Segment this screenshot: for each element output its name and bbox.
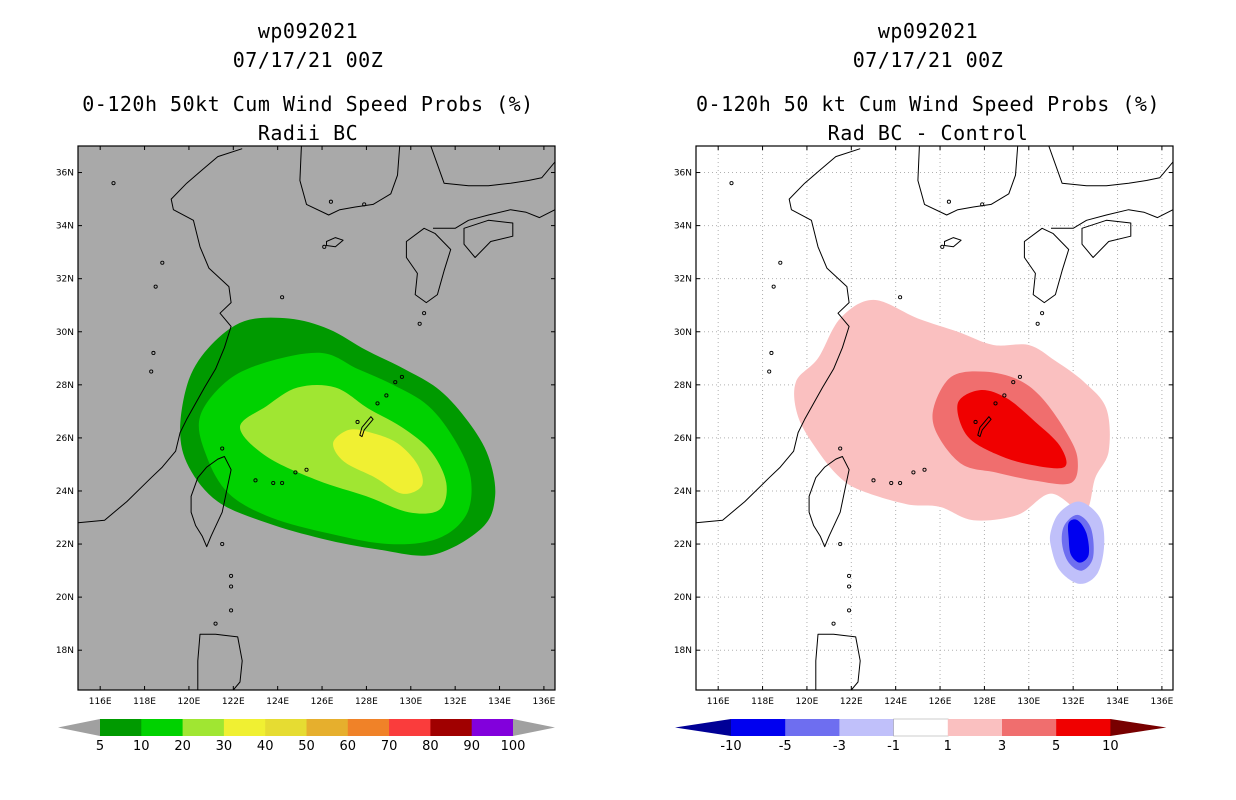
colorbar-label: 80 — [422, 739, 439, 754]
left-product-title: 0-120h 50kt Cum Wind Speed Probs (%) — [82, 92, 534, 116]
x-tick-label: 122E — [222, 697, 245, 707]
y-tick-label: 20N — [56, 593, 74, 603]
y-tick-label: 22N — [56, 540, 74, 550]
colorbar-label: 30 — [216, 739, 233, 754]
y-tick-label: 18N — [56, 646, 74, 656]
x-tick-label: 116E — [89, 697, 112, 707]
right-datetime: 07/17/21 00Z — [852, 48, 1004, 72]
x-tick-label: 128E — [973, 697, 996, 707]
y-tick-label: 32N — [56, 275, 74, 285]
left-map-panel: 116E 118E 120E 122E 124E 126E 128E 130E 132E 134E… — [56, 145, 556, 754]
x-tick-label: 130E — [399, 697, 422, 707]
y-tick-label: 28N — [674, 381, 692, 391]
colorbar-label: 1 — [944, 739, 952, 754]
right-product-title: 0-120h 50 kt Cum Wind Speed Probs (%) — [695, 92, 1161, 116]
left-datetime: 07/17/21 00Z — [232, 48, 384, 72]
right-map-panel: 116E 118E 120E 122E 124E 126E 128E 130E 132E 134E… — [674, 145, 1174, 754]
x-tick-label: 116E — [707, 697, 730, 707]
y-tick-label: 26N — [674, 434, 692, 444]
colorbar-label: 60 — [340, 739, 357, 754]
coastline — [78, 146, 555, 690]
x-tick-label: 118E — [133, 697, 156, 707]
colorbar-label: 10 — [133, 739, 150, 754]
y-tick-label: 36N — [56, 169, 74, 179]
map-frame — [77, 145, 556, 691]
diff-contour-plus-5 — [957, 389, 1067, 469]
y-tick-label: 30N — [56, 328, 74, 338]
x-tick-label: 128E — [355, 697, 378, 707]
right-storm-id: wp092021 — [877, 19, 979, 43]
x-tick-label: 122E — [840, 697, 863, 707]
x-tick-label: 130E — [1017, 697, 1040, 707]
x-tick-label: 132E — [444, 697, 467, 707]
diff-contour-minus-5 — [1067, 519, 1090, 563]
x-tick-label: 136E — [532, 697, 555, 707]
x-tick-label: 134E — [488, 697, 511, 707]
x-tick-label: 120E — [177, 697, 200, 707]
x-tick-label: 118E — [751, 697, 774, 707]
y-tick-label: 32N — [674, 275, 692, 285]
y-tick-label: 34N — [674, 222, 692, 232]
x-tick-label: 134E — [1106, 697, 1129, 707]
colorbar-label: -10 — [720, 739, 741, 754]
left-subtitle: Radii BC — [257, 121, 359, 145]
colorbar: -10 -5 -3 -1 1 3 5 10 — [675, 718, 1167, 754]
colorbar-label: 5 — [96, 739, 104, 754]
x-tick-label: 124E — [884, 697, 907, 707]
colorbar-label: -3 — [833, 739, 846, 754]
prob-contour-30 — [333, 429, 423, 494]
colorbar-label: 20 — [174, 739, 191, 754]
y-tick-label: 30N — [674, 328, 692, 338]
x-tick-label: 126E — [929, 697, 952, 707]
left-storm-id: wp092021 — [257, 19, 359, 43]
y-tick-label: 34N — [56, 222, 74, 232]
x-tick-label: 126E — [311, 697, 334, 707]
x-tick-label: 120E — [795, 697, 818, 707]
y-tick-label: 22N — [674, 540, 692, 550]
map-frame — [695, 145, 1174, 691]
y-tick-label: 20N — [674, 593, 692, 603]
colorbar-label: 3 — [998, 739, 1006, 754]
coastline — [696, 146, 1173, 690]
colorbar-label: -5 — [779, 739, 792, 754]
y-tick-label: 26N — [56, 434, 74, 444]
y-tick-label: 28N — [56, 381, 74, 391]
x-tick-label: 132E — [1062, 697, 1085, 707]
y-tick-label: 24N — [56, 487, 74, 497]
left-title-block: wp092021 07/17/21 00Z 0-120h 50kt Cum Wi… — [38, 17, 578, 148]
x-tick-label: 124E — [266, 697, 289, 707]
y-tick-label: 24N — [674, 487, 692, 497]
x-tick-label: 136E — [1150, 697, 1173, 707]
right-title-block: wp092021 07/17/21 00Z 0-120h 50 kt Cum W… — [652, 17, 1204, 148]
right-subtitle: Rad BC - Control — [827, 121, 1029, 145]
colorbar-label: 90 — [463, 739, 480, 754]
colorbar-label: -1 — [887, 739, 900, 754]
colorbar-label: 10 — [1102, 739, 1119, 754]
y-tick-label: 36N — [674, 169, 692, 179]
colorbar: 5 10 20 30 40 50 60 70 80 90 100 — [58, 719, 555, 754]
colorbar-label: 70 — [381, 739, 398, 754]
y-tick-label: 18N — [674, 646, 692, 656]
colorbar-label: 50 — [298, 739, 315, 754]
colorbar-label: 100 — [501, 739, 526, 754]
colorbar-label: 5 — [1052, 739, 1060, 754]
colorbar-label: 40 — [257, 739, 274, 754]
